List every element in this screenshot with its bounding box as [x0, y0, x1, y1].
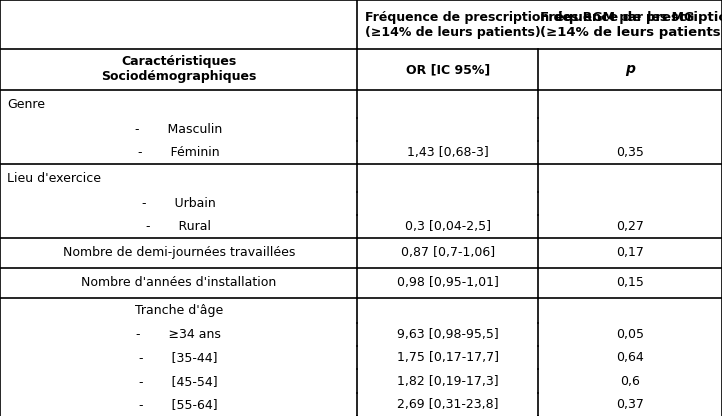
Text: -       ≥34 ans: - ≥34 ans — [136, 328, 221, 341]
Text: 1,82 [0,19-17,3]: 1,82 [0,19-17,3] — [397, 374, 498, 388]
Text: 0,15: 0,15 — [616, 276, 644, 290]
Text: Genre: Genre — [7, 97, 45, 111]
Text: 0,87 [0,7-1,06]: 0,87 [0,7-1,06] — [401, 246, 495, 260]
Text: 9,63 [0,98-95,5]: 9,63 [0,98-95,5] — [397, 328, 498, 341]
Text: -       Rural: - Rural — [146, 220, 212, 233]
Text: -       Masculin: - Masculin — [135, 123, 222, 136]
Text: -       Féminin: - Féminin — [138, 146, 219, 159]
Text: 0,3 [0,04-2,5]: 0,3 [0,04-2,5] — [404, 220, 491, 233]
Text: Lieu d'exercice: Lieu d'exercice — [7, 171, 101, 185]
Text: Nombre de demi-journées travaillées: Nombre de demi-journées travaillées — [63, 246, 295, 260]
Text: -       [55-64]: - [55-64] — [139, 398, 218, 411]
Text: 0,64: 0,64 — [616, 351, 644, 364]
Text: 0,05: 0,05 — [616, 328, 644, 341]
Text: 2,69 [0,31-23,8]: 2,69 [0,31-23,8] — [397, 398, 498, 411]
Text: -       Urbain: - Urbain — [142, 197, 216, 210]
Text: 1,75 [0,17-17,7]: 1,75 [0,17-17,7] — [396, 351, 499, 364]
Text: Nombre d'années d'installation: Nombre d'années d'installation — [81, 276, 277, 290]
Text: -       [35-44]: - [35-44] — [139, 351, 218, 364]
Text: 0,35: 0,35 — [616, 146, 644, 159]
Text: 1,43 [0,68-3]: 1,43 [0,68-3] — [406, 146, 489, 159]
Text: Fréquence de prescription des RGM par les MG
(≥14% de leurs patients): Fréquence de prescription des RGM par le… — [365, 10, 694, 39]
Text: -       [45-54]: - [45-54] — [139, 374, 218, 388]
Text: 0,17: 0,17 — [616, 246, 644, 260]
Text: OR [IC 95%]: OR [IC 95%] — [406, 63, 490, 76]
Text: 0,6: 0,6 — [620, 374, 640, 388]
Text: Caractéristiques
Sociodémographiques: Caractéristiques Sociodémographiques — [101, 55, 256, 84]
Text: 0,27: 0,27 — [616, 220, 644, 233]
Text: Tranche d'âge: Tranche d'âge — [134, 304, 223, 317]
Text: 0,37: 0,37 — [616, 398, 644, 411]
Text: Fréquence de prescription des RGM par les MG
(≥14% de leurs patients): Fréquence de prescription des RGM par le… — [540, 10, 722, 39]
Text: 0,98 [0,95-1,01]: 0,98 [0,95-1,01] — [396, 276, 499, 290]
Text: p: p — [625, 62, 635, 77]
